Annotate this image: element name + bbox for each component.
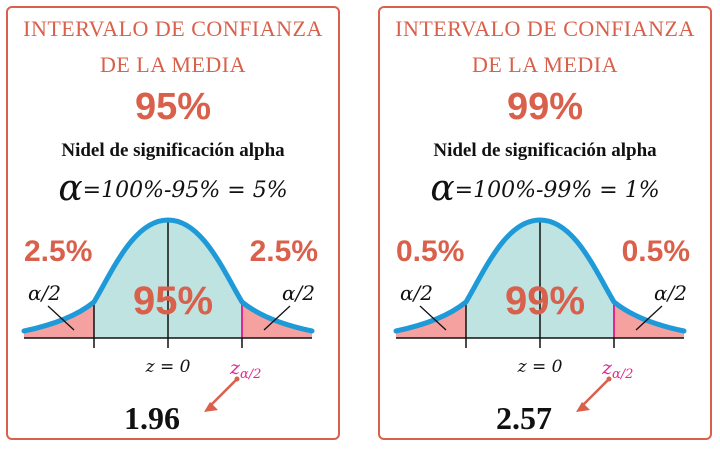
significance-label: Nidel de significación alpha xyxy=(433,140,657,161)
left-tail-percent: 0.5% xyxy=(396,235,464,268)
normal-distribution-diagram: 0.5% 0.5% α/2 α/2 99% z = 0 zα/2 xyxy=(393,217,690,412)
alpha-symbol: α xyxy=(430,168,455,209)
alpha-formula: α=100%-95% = 5% xyxy=(8,168,338,209)
confidence-panel-95: INTERVALO DE CONFIANZA DE LA MEDIA 95% N… xyxy=(6,6,340,440)
formula-text: =100%-99% = 1% xyxy=(454,178,660,203)
normal-curve xyxy=(393,217,687,334)
left-alpha-half-label: α/2 xyxy=(28,281,61,305)
right-tail-pointer xyxy=(263,305,291,331)
arrow-head-icon xyxy=(576,402,590,412)
left-tail-pointer xyxy=(419,305,447,331)
arrow-icon xyxy=(579,379,609,409)
critical-value: 2.57 xyxy=(496,400,552,436)
alpha-formula: α=100%-99% = 1% xyxy=(380,168,710,209)
z-critical-label: zα/2 xyxy=(229,357,261,382)
arrow-tail-dot xyxy=(234,376,240,382)
right-alpha-half-label: α/2 xyxy=(654,281,687,305)
right-tail-percent: 2.5% xyxy=(250,235,318,268)
z-critical-label: zα/2 xyxy=(601,357,633,382)
right-tail-percent: 0.5% xyxy=(622,235,690,268)
left-tail-pointer xyxy=(47,305,75,331)
arrow-tail-dot xyxy=(606,376,612,382)
formula-text: =100%-95% = 5% xyxy=(82,178,288,203)
z-zero-label: z = 0 xyxy=(517,357,563,377)
left-alpha-half-label: α/2 xyxy=(400,281,433,305)
critical-value: 1.96 xyxy=(124,400,180,436)
arrow-head-icon xyxy=(204,402,218,412)
panel-title-line2: DE LA MEDIA xyxy=(471,52,619,77)
confidence-level: 95% xyxy=(134,86,212,128)
alpha-symbol: α xyxy=(58,168,83,209)
normal-curve xyxy=(21,217,315,334)
confidence-panel-99: INTERVALO DE CONFIANZA DE LA MEDIA 99% N… xyxy=(378,6,712,440)
panel-title-line2: DE LA MEDIA xyxy=(99,52,247,77)
z-zero-label: z = 0 xyxy=(145,357,191,377)
panel-title-line1: INTERVALO DE CONFIANZA xyxy=(395,16,695,41)
panel-title-line1: INTERVALO DE CONFIANZA xyxy=(23,16,323,41)
normal-distribution-diagram: 2.5% 2.5% α/2 α/2 95% z = 0 zα/2 xyxy=(21,217,318,412)
confidence-level: 99% xyxy=(506,86,584,128)
center-percent: 95% xyxy=(133,279,213,323)
left-tail-percent: 2.5% xyxy=(24,235,92,268)
right-tail-pointer xyxy=(635,305,663,331)
center-percent: 99% xyxy=(505,279,585,323)
significance-label: Nidel de significación alpha xyxy=(61,140,285,161)
right-alpha-half-label: α/2 xyxy=(282,281,315,305)
arrow-icon xyxy=(207,379,237,409)
